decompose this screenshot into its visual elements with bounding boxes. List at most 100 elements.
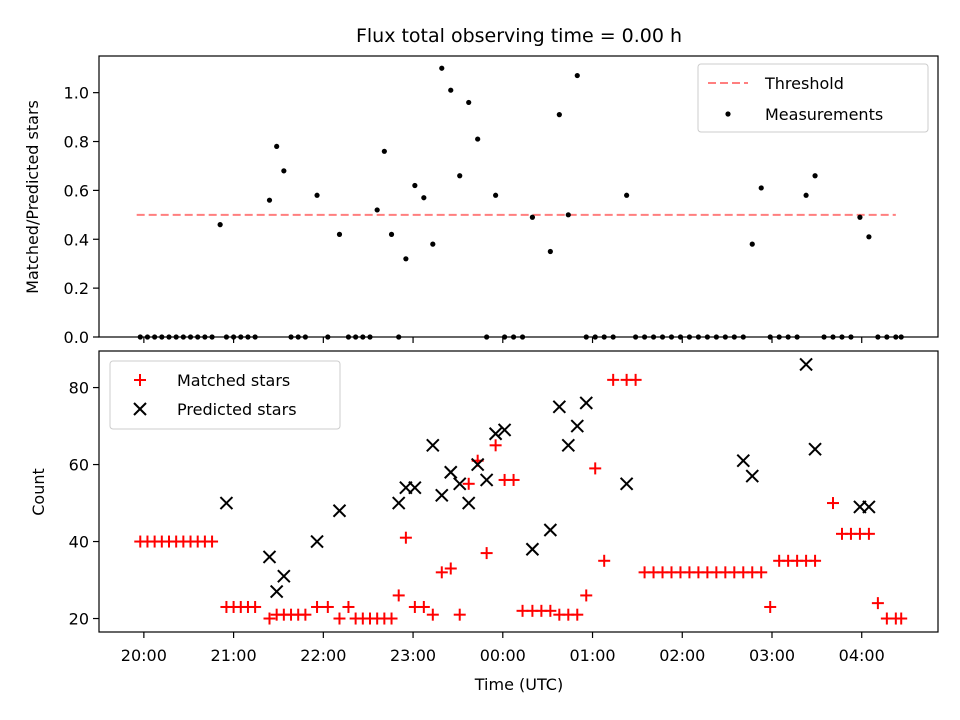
x-tick-label: 00:00 bbox=[480, 646, 526, 665]
predicted-star-point bbox=[408, 480, 422, 495]
bottom-y-axis-label: Count bbox=[29, 468, 48, 516]
x-tick-label: 04:00 bbox=[839, 646, 885, 665]
predicted-star-point bbox=[435, 488, 449, 503]
matched-star-point bbox=[580, 589, 593, 602]
measurement-point bbox=[281, 168, 287, 174]
matched-star-point bbox=[871, 597, 884, 610]
matched-star-point bbox=[598, 554, 611, 567]
legend-measurements-label: Measurements bbox=[765, 105, 883, 124]
matched-star-point bbox=[462, 477, 475, 490]
predicted-star-point bbox=[426, 438, 440, 453]
predicted-star-point bbox=[745, 469, 759, 483]
measurement-point bbox=[493, 192, 499, 198]
predicted-star-point bbox=[219, 496, 234, 510]
predicted-star-point bbox=[561, 438, 576, 453]
predicted-star-point bbox=[444, 465, 458, 479]
measurement-point bbox=[565, 212, 571, 218]
top-y-ticks: 0.0 0.2 0.4 0.6 0.8 1.0 bbox=[64, 84, 99, 347]
matched-star-point bbox=[321, 600, 334, 613]
predicted-star-point bbox=[525, 542, 540, 556]
predicted-star-point bbox=[552, 400, 567, 414]
measurement-point bbox=[803, 192, 809, 198]
measurement-point bbox=[749, 241, 755, 247]
bottom-y-tick-label: 60 bbox=[69, 456, 89, 475]
x-tick-label: 03:00 bbox=[749, 646, 795, 665]
matched-star-point bbox=[249, 600, 262, 613]
measurement-point bbox=[624, 192, 630, 198]
top-y-tick-label: 0.6 bbox=[64, 181, 89, 200]
x-tick-label: 22:00 bbox=[300, 646, 346, 665]
bottom-panel: 20 40 60 80 20:00 21:00 22:00 23:00 00:00 01:00 0… bbox=[29, 350, 939, 694]
measurement-point bbox=[466, 99, 472, 106]
bottom-y-tick-label: 40 bbox=[69, 533, 89, 552]
matched-star-point bbox=[333, 612, 346, 625]
predicted-star-point bbox=[543, 523, 558, 537]
matched-star-point bbox=[263, 612, 276, 625]
predicted-star-point bbox=[470, 457, 485, 472]
predicted-star-point bbox=[579, 396, 593, 410]
predicted-star-point bbox=[619, 477, 634, 491]
top-y-tick-label: 0.0 bbox=[64, 328, 89, 347]
legend-threshold-label: Threshold bbox=[764, 74, 844, 93]
bottom-y-tick-label: 20 bbox=[69, 610, 89, 629]
legend-matched-label: Matched stars bbox=[177, 371, 290, 390]
matched-star-point bbox=[299, 608, 312, 621]
matched-stars-series bbox=[134, 373, 908, 625]
matched-star-point bbox=[426, 608, 439, 621]
predicted-star-point bbox=[453, 477, 467, 491]
x-tick-label: 02:00 bbox=[659, 646, 705, 665]
matched-star-point bbox=[417, 600, 430, 613]
top-legend: Threshold Measurements bbox=[697, 63, 929, 133]
predicted-star-point bbox=[461, 496, 476, 510]
bottom-legend: Matched stars Predicted stars bbox=[109, 360, 341, 430]
matched-star-point bbox=[507, 473, 520, 486]
predicted-stars-series bbox=[219, 357, 876, 599]
x-tick-label: 23:00 bbox=[390, 646, 436, 665]
predicted-star-point bbox=[497, 423, 512, 437]
x-tick-label: 21:00 bbox=[211, 646, 257, 665]
measurement-point bbox=[475, 136, 481, 142]
measurement-point bbox=[574, 72, 580, 79]
measurement-point bbox=[529, 214, 536, 220]
measurement-point bbox=[430, 241, 436, 247]
matched-star-point bbox=[444, 562, 457, 575]
measurement-point bbox=[403, 256, 409, 262]
measurement-point bbox=[217, 222, 223, 228]
top-y-tick-label: 0.2 bbox=[64, 279, 89, 298]
predicted-star-point bbox=[277, 569, 291, 583]
matched-star-point bbox=[544, 604, 557, 617]
top-y-tick-label: 0.4 bbox=[64, 230, 89, 249]
top-legend-frame bbox=[697, 63, 929, 133]
matched-star-point bbox=[895, 612, 908, 625]
matched-star-point bbox=[629, 373, 642, 386]
legend-predicted-swatch bbox=[133, 402, 147, 416]
matched-star-point bbox=[607, 373, 620, 386]
measurement-point bbox=[314, 192, 320, 198]
measurement-point bbox=[374, 207, 380, 213]
legend-matched-swatch bbox=[134, 374, 146, 386]
predicted-star-point bbox=[391, 496, 406, 510]
measurement-point bbox=[857, 214, 863, 220]
measurement-point bbox=[812, 173, 818, 179]
matched-star-point bbox=[764, 600, 777, 613]
predicted-star-point bbox=[799, 357, 813, 372]
measurement-point bbox=[448, 87, 454, 93]
matched-star-point bbox=[392, 589, 405, 602]
measurement-point bbox=[758, 185, 764, 191]
matched-star-point bbox=[399, 531, 412, 544]
predicted-star-point bbox=[332, 504, 347, 518]
predicted-star-point bbox=[310, 534, 324, 549]
measurement-point bbox=[381, 148, 387, 154]
predicted-star-point bbox=[736, 453, 750, 468]
measurement-point bbox=[336, 231, 343, 237]
legend-predicted-label: Predicted stars bbox=[177, 400, 297, 419]
x-tick-label: 01:00 bbox=[569, 646, 615, 665]
predicted-star-point bbox=[570, 419, 584, 433]
measurement-point bbox=[274, 143, 280, 150]
matched-star-point bbox=[311, 600, 324, 613]
chart-title: Flux total observing time = 0.00 h bbox=[356, 25, 682, 47]
predicted-star-point bbox=[862, 500, 876, 514]
measurement-point bbox=[866, 234, 872, 240]
matched-star-point bbox=[385, 612, 398, 625]
